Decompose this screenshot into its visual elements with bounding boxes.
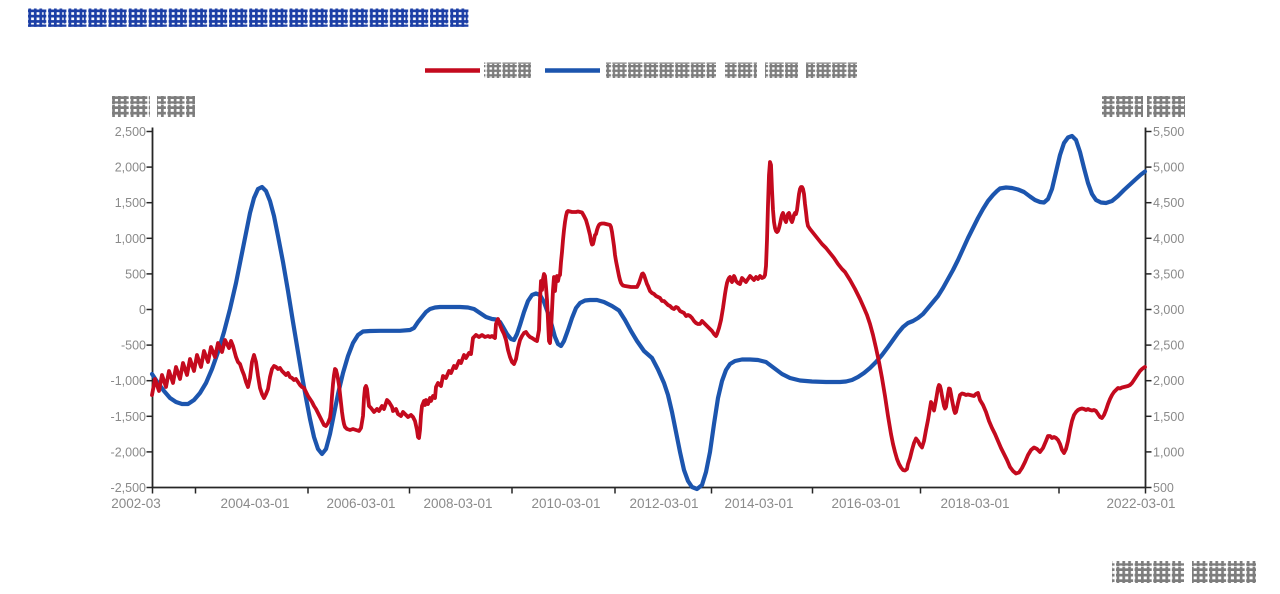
svg-text:2004-03-01: 2004-03-01 xyxy=(220,496,289,511)
svg-text:2,500: 2,500 xyxy=(1153,339,1184,353)
svg-text:1,000: 1,000 xyxy=(1153,445,1184,459)
svg-text:4,500: 4,500 xyxy=(1153,196,1184,210)
svg-text:2016-03-01: 2016-03-01 xyxy=(831,496,900,511)
svg-text:1,000: 1,000 xyxy=(115,232,146,246)
svg-text:2012-03-01: 2012-03-01 xyxy=(629,496,698,511)
svg-text:-1,000: -1,000 xyxy=(111,374,146,388)
svg-text:2002-03: 2002-03 xyxy=(111,496,161,511)
svg-text:5,000: 5,000 xyxy=(1153,161,1184,175)
svg-text:3,000: 3,000 xyxy=(1153,303,1184,317)
svg-text:1,500: 1,500 xyxy=(1153,410,1184,424)
svg-text:-500: -500 xyxy=(121,339,146,353)
svg-text:-1,500: -1,500 xyxy=(111,410,146,424)
svg-text:5,500: 5,500 xyxy=(1153,125,1184,139)
svg-text:-2,500: -2,500 xyxy=(111,481,146,495)
svg-text:2,000: 2,000 xyxy=(115,161,146,175)
svg-text:2,000: 2,000 xyxy=(1153,374,1184,388)
svg-text:2018-03-01: 2018-03-01 xyxy=(940,496,1009,511)
svg-text:1,500: 1,500 xyxy=(115,196,146,210)
svg-text:500: 500 xyxy=(125,267,146,281)
svg-text:2008-03-01: 2008-03-01 xyxy=(423,496,492,511)
svg-text:2022-03-01: 2022-03-01 xyxy=(1106,496,1175,511)
svg-text:500: 500 xyxy=(1153,481,1174,495)
svg-text:3,500: 3,500 xyxy=(1153,267,1184,281)
svg-text:-2,000: -2,000 xyxy=(111,445,146,459)
svg-text:0: 0 xyxy=(139,303,146,317)
svg-text:2010-03-01: 2010-03-01 xyxy=(531,496,600,511)
svg-text:2014-03-01: 2014-03-01 xyxy=(724,496,793,511)
svg-text:2006-03-01: 2006-03-01 xyxy=(326,496,395,511)
svg-text:4,000: 4,000 xyxy=(1153,232,1184,246)
svg-text:2,500: 2,500 xyxy=(115,125,146,139)
